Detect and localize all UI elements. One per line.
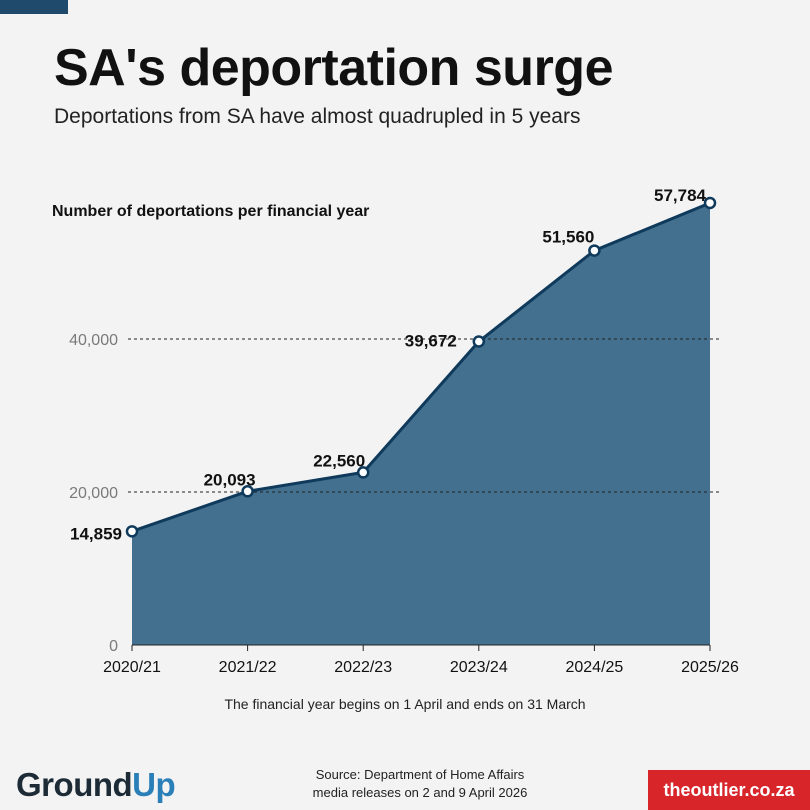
y-tick-label: 0 — [109, 638, 118, 655]
page-subtitle: Deportations from SA have almost quadrup… — [54, 105, 581, 128]
data-point — [125, 525, 139, 538]
source-text: Source: Department of Home Affairs media… — [250, 766, 590, 802]
theoutlier-logo: theoutlier.co.za — [648, 770, 810, 810]
financial-year-note: The financial year begins on 1 April and… — [224, 696, 586, 712]
data-label: 14,859 — [70, 524, 122, 543]
data-label: 57,784 — [654, 186, 707, 205]
groundup-logo: GroundUp — [16, 766, 176, 803]
data-label: 22,560 — [313, 451, 365, 470]
page-title: SA's deportation surge — [54, 39, 614, 97]
y-tick-label: 40,000 — [69, 332, 118, 349]
data-label: 51,560 — [542, 228, 594, 247]
x-tick-label: 2025/26 — [681, 659, 739, 676]
series-line — [131, 201, 711, 533]
x-tick-label: 2021/22 — [219, 659, 277, 676]
x-tick-label: 2022/23 — [334, 659, 392, 676]
data-label: 20,093 — [204, 470, 256, 489]
data-point — [472, 335, 486, 348]
data-point — [703, 196, 717, 210]
area-fill — [132, 202, 710, 645]
y-tick-label: 20,000 — [69, 485, 118, 502]
x-tick-label: 2023/24 — [450, 659, 508, 676]
data-point — [588, 244, 601, 257]
x-tick-label: 2020/21 — [103, 659, 161, 676]
data-point — [241, 485, 254, 498]
data-label: 39,672 — [405, 332, 457, 351]
top-accent-bar — [0, 0, 68, 14]
y-axis-label: Number of deportations per financial yea… — [52, 203, 369, 220]
data-point — [356, 466, 370, 479]
source-line-1: Source: Department of Home Affairs — [315, 767, 525, 782]
source-line-2: media releases on 2 and 9 April 2026 — [312, 785, 528, 800]
x-tick-label: 2024/25 — [565, 659, 623, 676]
